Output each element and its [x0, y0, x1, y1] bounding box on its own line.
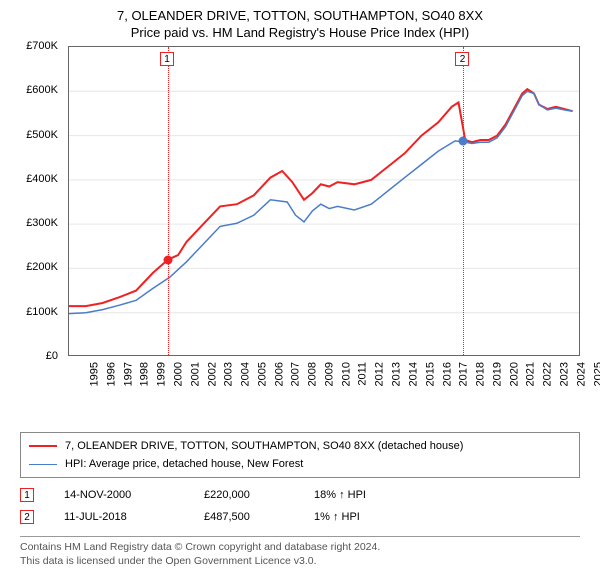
footer-licence: This data is licensed under the Open Gov…	[20, 555, 580, 568]
x-tick-label: 1995	[88, 362, 100, 386]
legend-swatch	[29, 445, 57, 447]
legend-swatch	[29, 464, 57, 465]
sales-list: 1 14-NOV-2000 £220,000 18% ↑ HPI 2 11-JUL-201…	[20, 484, 580, 528]
x-tick-label: 2024	[575, 362, 587, 386]
x-tick-label: 1999	[156, 362, 168, 386]
series-svg	[69, 47, 580, 356]
x-tick-label: 2018	[475, 362, 487, 386]
x-tick-label: 2021	[525, 362, 537, 386]
sale-num-box: 1	[20, 488, 34, 502]
y-tick-label: £500K	[26, 129, 58, 141]
y-tick-label: £0	[46, 350, 58, 362]
x-tick-label: 1998	[139, 362, 151, 386]
title-subtitle: Price paid vs. HM Land Registry's House …	[0, 23, 600, 46]
x-tick-label: 2016	[441, 362, 453, 386]
sale-marker-dot	[164, 255, 173, 264]
y-tick-label: £700K	[26, 40, 58, 52]
x-tick-label: 2005	[256, 362, 268, 386]
x-tick-label: 2025	[592, 362, 600, 386]
sale-price: £220,000	[204, 489, 284, 501]
x-tick-label: 2019	[491, 362, 503, 386]
legend-row: HPI: Average price, detached house, New …	[29, 455, 571, 473]
plot-area	[68, 46, 580, 356]
y-tick-label: £100K	[26, 306, 58, 318]
sale-diff: 18% ↑ HPI	[314, 489, 366, 501]
x-tick-label: 2023	[559, 362, 571, 386]
series-hpi	[69, 91, 573, 313]
legend: 7, OLEANDER DRIVE, TOTTON, SOUTHAMPTON, …	[20, 432, 580, 478]
x-tick-label: 2015	[424, 362, 436, 386]
x-tick-label: 2017	[458, 362, 470, 386]
x-tick-label: 2008	[307, 362, 319, 386]
legend-row: 7, OLEANDER DRIVE, TOTTON, SOUTHAMPTON, …	[29, 437, 571, 455]
x-tick-label: 2011	[356, 362, 368, 386]
legend-label: 7, OLEANDER DRIVE, TOTTON, SOUTHAMPTON, …	[65, 440, 463, 452]
x-tick-label: 2020	[508, 362, 520, 386]
x-tick-label: 2009	[324, 362, 336, 386]
sale-row: 1 14-NOV-2000 £220,000 18% ↑ HPI	[20, 484, 580, 506]
x-tick-label: 2001	[189, 362, 201, 386]
event-vline	[168, 47, 169, 355]
x-tick-label: 2007	[290, 362, 302, 386]
y-tick-label: £600K	[26, 84, 58, 96]
x-tick-label: 2004	[240, 362, 252, 386]
sale-marker-dot	[459, 137, 468, 146]
sale-date: 11-JUL-2018	[64, 511, 174, 523]
sale-diff: 1% ↑ HPI	[314, 511, 360, 523]
footer: Contains HM Land Registry data © Crown c…	[20, 536, 580, 568]
x-tick-label: 2006	[273, 362, 285, 386]
x-tick-label: 2022	[542, 362, 554, 386]
x-tick-label: 1997	[122, 362, 134, 386]
sale-row: 2 11-JUL-2018 £487,500 1% ↑ HPI	[20, 506, 580, 528]
chart-container: 7, OLEANDER DRIVE, TOTTON, SOUTHAMPTON, …	[0, 0, 600, 560]
event-marker-box: 2	[455, 52, 469, 66]
legend-label: HPI: Average price, detached house, New …	[65, 458, 303, 470]
x-tick-label: 2012	[374, 362, 386, 386]
sale-num-box: 2	[20, 510, 34, 524]
title-address: 7, OLEANDER DRIVE, TOTTON, SOUTHAMPTON, …	[0, 0, 600, 23]
event-marker-box: 1	[160, 52, 174, 66]
footer-copyright: Contains HM Land Registry data © Crown c…	[20, 541, 580, 555]
x-tick-label: 2013	[391, 362, 403, 386]
sale-price: £487,500	[204, 511, 284, 523]
y-tick-label: £200K	[26, 261, 58, 273]
y-tick-label: £300K	[26, 217, 58, 229]
x-tick-label: 2002	[206, 362, 218, 386]
x-tick-label: 2014	[407, 362, 419, 386]
chart-area: 12 £0£100K£200K£300K£400K£500K£600K£700K…	[20, 46, 580, 386]
x-tick-label: 2010	[340, 362, 352, 386]
x-tick-label: 2000	[172, 362, 184, 386]
x-tick-label: 1996	[105, 362, 117, 386]
sale-date: 14-NOV-2000	[64, 489, 174, 501]
event-vline	[463, 47, 464, 355]
series-price_paid	[69, 89, 573, 306]
y-tick-label: £400K	[26, 173, 58, 185]
x-tick-label: 2003	[223, 362, 235, 386]
